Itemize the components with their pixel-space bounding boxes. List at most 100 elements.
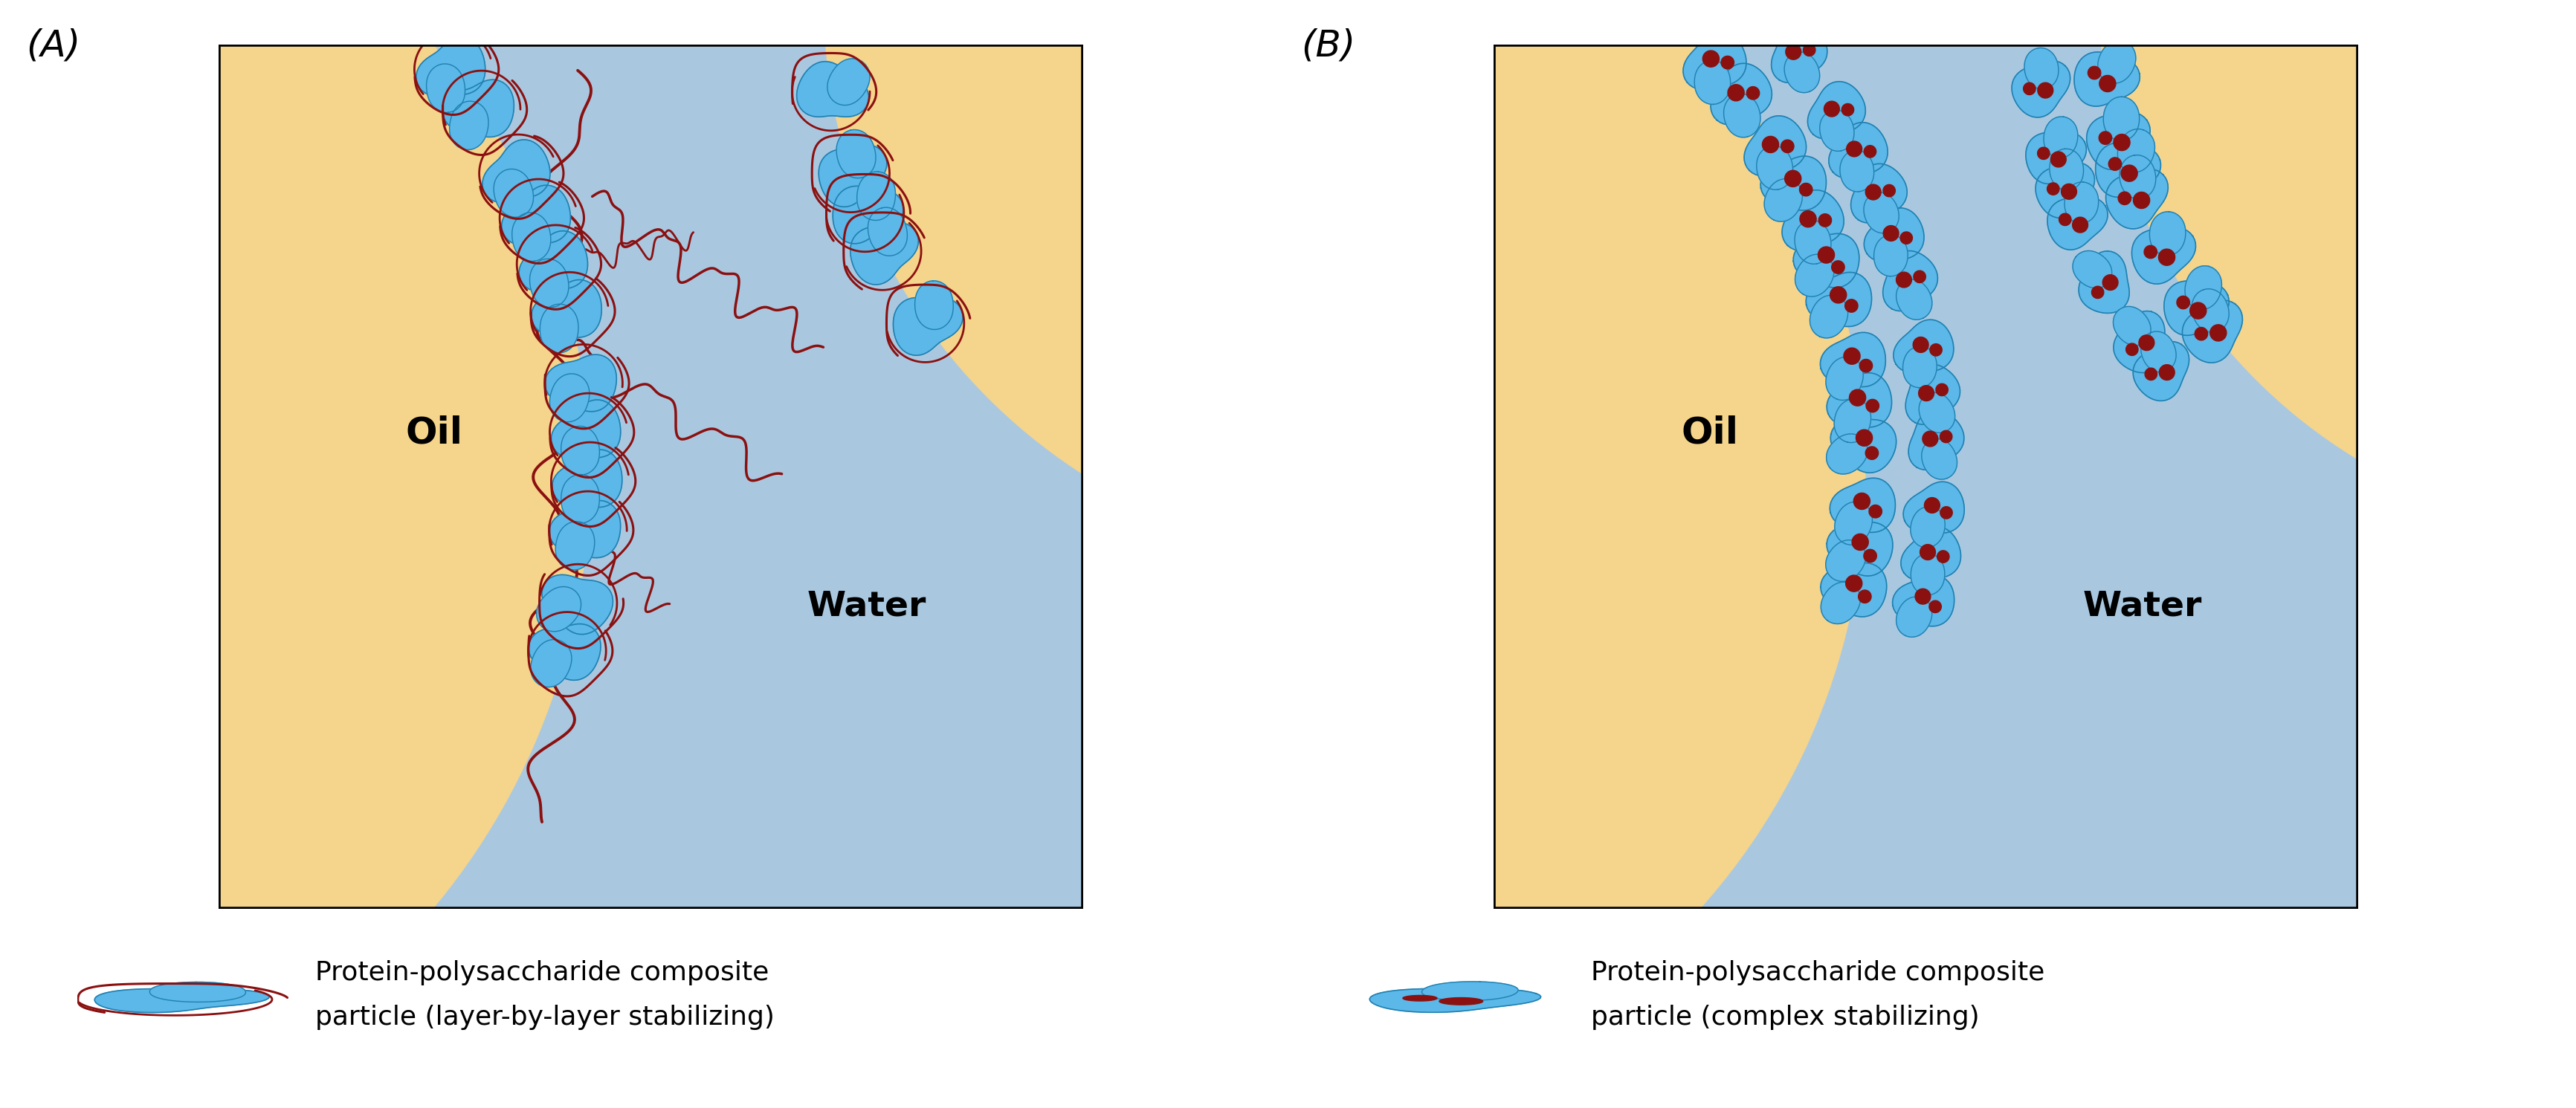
Polygon shape: [2025, 132, 2087, 184]
Polygon shape: [1901, 347, 1937, 388]
Polygon shape: [2112, 134, 2130, 151]
Polygon shape: [1844, 348, 1860, 365]
Circle shape: [824, 0, 1947, 563]
Polygon shape: [495, 170, 533, 217]
Polygon shape: [1919, 544, 1935, 560]
Polygon shape: [2143, 246, 2156, 258]
Polygon shape: [2038, 83, 2053, 99]
Polygon shape: [2061, 184, 2076, 199]
Polygon shape: [2148, 212, 2184, 256]
Polygon shape: [1728, 84, 1744, 101]
Polygon shape: [1865, 399, 1878, 412]
Polygon shape: [2048, 196, 2107, 249]
Text: Oil: Oil: [1682, 416, 1739, 451]
Polygon shape: [2099, 75, 2115, 92]
Polygon shape: [1723, 94, 1759, 137]
Polygon shape: [1695, 61, 1731, 104]
Text: Protein-polysaccharide composite: Protein-polysaccharide composite: [1589, 961, 2043, 985]
Polygon shape: [1401, 995, 1437, 1001]
Polygon shape: [1839, 151, 1873, 192]
Polygon shape: [2074, 52, 2138, 106]
Polygon shape: [425, 64, 464, 113]
Polygon shape: [1911, 554, 1945, 595]
Polygon shape: [1770, 23, 1826, 83]
Polygon shape: [562, 474, 600, 523]
Polygon shape: [2038, 147, 2048, 160]
Text: (B): (B): [1301, 28, 1355, 63]
Polygon shape: [1370, 988, 1540, 1013]
Polygon shape: [1842, 104, 1852, 116]
Polygon shape: [1829, 287, 1847, 304]
Polygon shape: [528, 624, 600, 680]
Polygon shape: [2182, 300, 2241, 362]
Polygon shape: [2159, 365, 2174, 380]
Polygon shape: [2210, 325, 2226, 341]
Polygon shape: [1682, 31, 1747, 90]
Polygon shape: [1710, 63, 1772, 125]
Polygon shape: [149, 982, 245, 1002]
Polygon shape: [2025, 48, 2058, 89]
Polygon shape: [531, 279, 600, 338]
Polygon shape: [1806, 273, 1870, 327]
Polygon shape: [1824, 101, 1839, 116]
Polygon shape: [2120, 165, 2138, 182]
Polygon shape: [1924, 497, 1940, 513]
Polygon shape: [1762, 136, 1777, 153]
Polygon shape: [1819, 110, 1855, 151]
Polygon shape: [832, 186, 904, 244]
Text: Water: Water: [806, 589, 927, 623]
Polygon shape: [1821, 582, 1860, 624]
Polygon shape: [1829, 419, 1896, 473]
Polygon shape: [1852, 534, 1868, 551]
Polygon shape: [1919, 392, 1955, 433]
Polygon shape: [1883, 250, 1937, 311]
Polygon shape: [2079, 252, 2128, 314]
Polygon shape: [2133, 341, 2190, 401]
Polygon shape: [1857, 591, 1870, 603]
Circle shape: [0, 0, 590, 1108]
Polygon shape: [1759, 156, 1826, 211]
Polygon shape: [2071, 217, 2087, 233]
Polygon shape: [95, 988, 270, 1013]
Polygon shape: [868, 207, 907, 256]
Polygon shape: [1721, 57, 1734, 69]
Polygon shape: [1850, 164, 1906, 223]
Polygon shape: [2099, 132, 2112, 144]
Polygon shape: [2117, 129, 2154, 173]
Polygon shape: [2112, 307, 2151, 346]
Polygon shape: [2050, 152, 2066, 167]
Polygon shape: [2087, 66, 2099, 80]
Polygon shape: [482, 140, 549, 203]
Polygon shape: [541, 304, 577, 352]
Polygon shape: [850, 223, 917, 285]
Polygon shape: [796, 61, 868, 116]
Polygon shape: [2071, 250, 2112, 288]
Polygon shape: [1873, 235, 1906, 276]
Polygon shape: [1783, 52, 1819, 93]
Polygon shape: [518, 230, 587, 291]
Polygon shape: [2107, 157, 2120, 171]
Polygon shape: [2035, 162, 2094, 218]
Polygon shape: [2130, 227, 2195, 284]
Polygon shape: [1883, 226, 1899, 242]
Polygon shape: [1940, 431, 1953, 443]
Polygon shape: [1793, 234, 1860, 288]
Polygon shape: [2117, 192, 2130, 205]
Circle shape: [2099, 0, 2576, 537]
Polygon shape: [819, 145, 886, 207]
Polygon shape: [2087, 112, 2148, 170]
Polygon shape: [2143, 368, 2156, 380]
Polygon shape: [2195, 327, 2208, 340]
Circle shape: [569, 0, 1865, 1108]
Polygon shape: [1893, 320, 1953, 373]
Polygon shape: [1883, 185, 1896, 197]
Text: Oil: Oil: [407, 416, 464, 451]
Polygon shape: [1919, 386, 1935, 401]
Polygon shape: [2097, 40, 2136, 83]
Polygon shape: [1860, 359, 1873, 372]
Polygon shape: [1901, 526, 1960, 581]
Polygon shape: [417, 37, 484, 96]
Polygon shape: [1935, 383, 1947, 396]
Polygon shape: [2177, 296, 2190, 309]
Polygon shape: [1798, 183, 1811, 196]
